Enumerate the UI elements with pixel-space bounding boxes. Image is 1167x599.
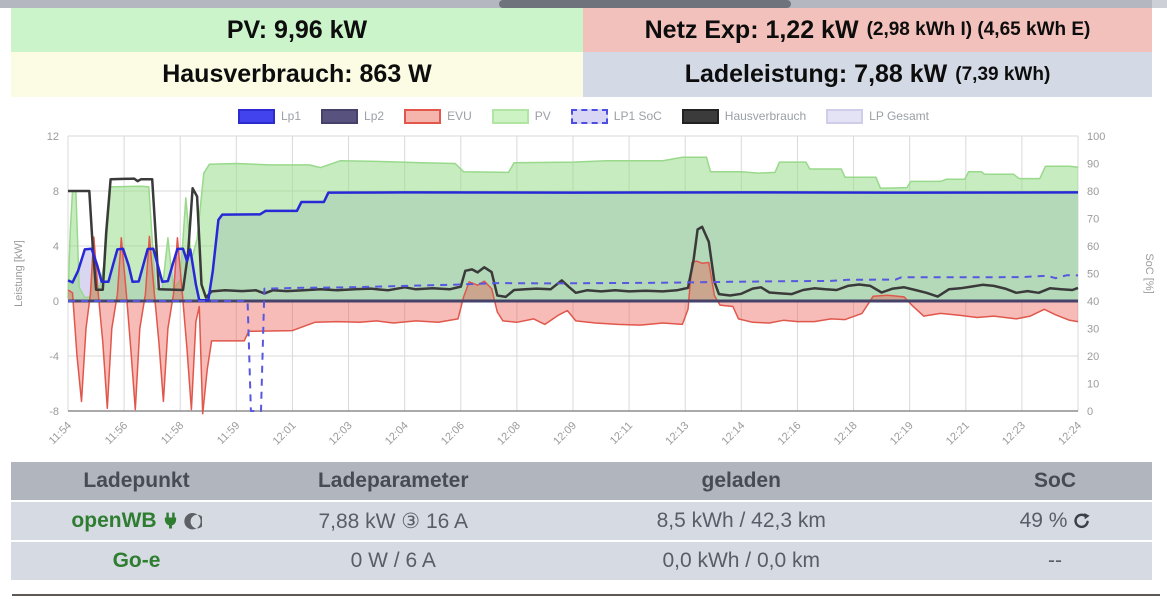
ladeleistung-status-cell: Ladeleistung: 7,88 kW (7,39 kWh): [583, 52, 1152, 97]
scrollbar-thumb[interactable]: [499, 0, 791, 8]
netz-status-cell: Netz Exp: 1,22 kW (2,98 kWh I) (4,65 kWh…: [583, 8, 1152, 52]
scrollbar-corner: [1152, 0, 1167, 8]
svg-text:12:04: 12:04: [383, 420, 411, 448]
table-row[interactable]: Go-e 0 W / 6 A 0,0 kWh / 0,0 km --: [11, 542, 1152, 580]
hausverbrauch-status-text: Hausverbrauch: 863 W: [162, 60, 432, 88]
svg-text:-8: -8: [49, 406, 59, 418]
svg-text:11:56: 11:56: [103, 420, 130, 447]
legend-label: Lp1: [281, 109, 302, 123]
ladeparameter-value: 0 W / 6 A: [350, 549, 436, 572]
pv-status-text: PV: 9,96 kW: [226, 15, 368, 44]
legend-swatch: [570, 108, 608, 124]
svg-text:40: 40: [1087, 296, 1099, 308]
legend-item-lp1[interactable]: Lp1: [238, 108, 302, 124]
svg-text:12:23: 12:23: [1000, 420, 1028, 448]
svg-text:50: 50: [1087, 269, 1099, 281]
moon-icon: [183, 513, 202, 530]
geladen-value: 8,5 kWh / 42,3 km: [656, 509, 826, 532]
svg-text:SoC [%]: SoC [%]: [1143, 253, 1155, 293]
svg-text:60: 60: [1087, 241, 1099, 253]
column-header-geladen: geladen: [701, 469, 781, 492]
svg-text:12:11: 12:11: [608, 420, 635, 447]
geladen-value: 0,0 kWh / 0,0 km: [662, 549, 820, 572]
svg-text:12:24: 12:24: [1056, 420, 1084, 448]
legend-swatch: [491, 108, 529, 124]
svg-text:12:18: 12:18: [832, 420, 860, 448]
svg-text:Leistung [kW]: Leistung [kW]: [13, 240, 25, 307]
legend-item-lp2[interactable]: Lp2: [321, 108, 385, 124]
refresh-icon[interactable]: [1073, 512, 1091, 530]
pv-status-cell: PV: 9,96 kW: [11, 8, 583, 52]
status-grid: PV: 9,96 kW Netz Exp: 1,22 kW (2,98 kWh …: [11, 8, 1152, 97]
svg-text:11:59: 11:59: [215, 420, 242, 447]
svg-text:12:01: 12:01: [271, 420, 299, 448]
legend-swatch: [321, 108, 359, 124]
svg-text:80: 80: [1087, 186, 1099, 198]
svg-text:12:03: 12:03: [327, 420, 355, 448]
svg-text:12:13: 12:13: [663, 420, 691, 448]
chart-legend: Lp1 Lp2 EVU PV LP1 SoC Hausverbrauch LP Gesamt: [0, 105, 1167, 127]
legend-swatch: [681, 108, 719, 124]
legend-swatch: [826, 108, 864, 124]
svg-text:10: 10: [1087, 379, 1099, 391]
ladeleistung-status-text: Ladeleistung: 7,88 kW: [684, 60, 948, 88]
svg-text:11:54: 11:54: [47, 420, 74, 447]
chargepoint-name: Go-e: [112, 549, 161, 572]
table-header-row: Ladepunkt Ladeparameter geladen SoC: [11, 462, 1152, 500]
legend-item-pv[interactable]: PV: [491, 108, 551, 124]
svg-text:4: 4: [53, 241, 59, 253]
bottom-divider: [12, 594, 1160, 596]
soc-value: --: [1048, 549, 1062, 572]
svg-text:12:09: 12:09: [551, 420, 579, 448]
table-row[interactable]: openWB 7,88 kW ③ 16 A 8,5 kWh / 42,3 km 49 …: [11, 502, 1152, 540]
legend-label: LP Gesamt: [869, 109, 929, 123]
plug-icon: [164, 512, 176, 529]
svg-text:8: 8: [53, 186, 59, 198]
netz-status-text: Netz Exp: 1,22 kW: [644, 15, 859, 44]
svg-text:20: 20: [1087, 351, 1099, 363]
svg-text:0: 0: [1087, 406, 1093, 418]
svg-text:12:06: 12:06: [439, 420, 467, 448]
svg-text:12:14: 12:14: [720, 420, 748, 448]
ladeparameter-value: 7,88 kW ③ 16 A: [318, 509, 469, 533]
column-header-ladeparameter: Ladeparameter: [317, 469, 469, 492]
chargepoint-name: openWB: [11, 502, 262, 540]
hausverbrauch-status-cell: Hausverbrauch: 863 W: [11, 52, 583, 97]
legend-label: LP1 SoC: [613, 109, 662, 123]
svg-text:30: 30: [1087, 324, 1099, 336]
table-body: openWB 7,88 kW ③ 16 A 8,5 kWh / 42,3 km 49 …: [11, 502, 1152, 580]
svg-text:-4: -4: [49, 351, 59, 363]
column-header-soc: SoC: [1034, 469, 1076, 492]
legend-item-lp-gesamt[interactable]: LP Gesamt: [826, 108, 929, 124]
svg-text:11:58: 11:58: [159, 420, 186, 447]
ladeleistung-status-extra: (7,39 kWh): [955, 63, 1051, 85]
soc-value: 49 %: [958, 502, 1152, 540]
svg-text:70: 70: [1087, 214, 1099, 226]
top-scrollbar: [0, 0, 1152, 8]
legend-item-hausverbrauch[interactable]: Hausverbrauch: [681, 108, 807, 124]
svg-text:90: 90: [1087, 159, 1099, 171]
svg-text:12:21: 12:21: [944, 420, 972, 448]
chargepoint-table: Ladepunkt Ladeparameter geladen SoC open…: [11, 462, 1152, 580]
legend-swatch: [404, 108, 442, 124]
legend-item-lp1-soc[interactable]: LP1 SoC: [570, 108, 662, 124]
legend-label: Hausverbrauch: [724, 109, 807, 123]
legend-label: EVU: [447, 109, 472, 123]
svg-text:0: 0: [53, 296, 59, 308]
svg-text:12:16: 12:16: [776, 420, 804, 448]
legend-item-evu[interactable]: EVU: [404, 108, 472, 124]
svg-text:12:08: 12:08: [495, 420, 523, 448]
svg-text:12: 12: [47, 131, 59, 143]
svg-text:100: 100: [1087, 131, 1105, 143]
netz-status-extra: (2,98 kWh I) (4,65 kWh E): [866, 19, 1091, 40]
column-header-ladepunkt: Ladepunkt: [83, 469, 190, 492]
legend-label: PV: [534, 109, 551, 123]
legend-swatch: [238, 108, 275, 124]
legend-label: Lp2: [364, 109, 385, 123]
svg-text:12:19: 12:19: [888, 420, 916, 448]
